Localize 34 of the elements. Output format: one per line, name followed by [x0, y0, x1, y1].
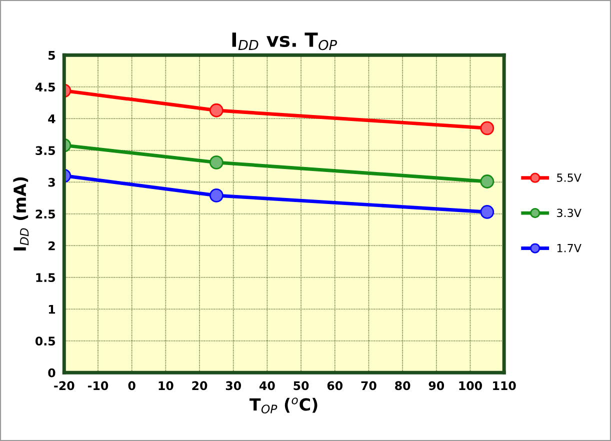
y-tick-label: 4.5: [35, 82, 55, 92]
y-tick-label: 0.5: [35, 336, 55, 346]
x-tick-label: 80: [395, 381, 410, 390]
x-tick-label: 50: [294, 381, 309, 390]
x-tick-label: 40: [260, 381, 275, 390]
y-tick-label: 2.5: [36, 210, 55, 219]
y-tick-label: 2: [48, 241, 55, 250]
point: [480, 121, 494, 136]
legend-label: 1.7V: [557, 244, 582, 252]
y-tick-label: 3.5: [36, 146, 55, 156]
y-tick-label: 4: [48, 114, 56, 124]
legend-label: 5.5V: [557, 174, 582, 182]
point: [480, 174, 494, 188]
x-tick-label: -20: [54, 381, 74, 390]
x-tick-label: 0: [128, 381, 136, 390]
legend-label: 3.3V: [557, 208, 582, 218]
x-tick-label: -10: [88, 381, 108, 390]
x-tick-label: 30: [226, 381, 242, 390]
x-tick-label: 20: [192, 381, 208, 390]
y-tick-label: 1.5: [36, 273, 55, 282]
x-tick-label: 60: [327, 381, 343, 390]
y-tick-label: 0: [48, 368, 56, 378]
y-tick-label: 1: [48, 305, 56, 314]
x-tick-label: 70: [361, 381, 376, 390]
x-tick-label: 10: [158, 381, 174, 390]
y-tick-label: 5: [48, 51, 55, 60]
x-tick-label: 90: [428, 381, 444, 390]
y-axis-title: I$_{DD}$ (mA): [13, 177, 29, 250]
y-tick-label: 3: [48, 178, 55, 187]
x-axis-title: T$_{OP}$ ($^{o}$C): [250, 398, 318, 414]
chart-title: I$_{DD}$ vs. T$_{OP}$: [232, 32, 337, 50]
point: [480, 205, 494, 219]
x-tick-label: 100: [459, 381, 482, 390]
x-tick-label: 110: [493, 381, 516, 390]
